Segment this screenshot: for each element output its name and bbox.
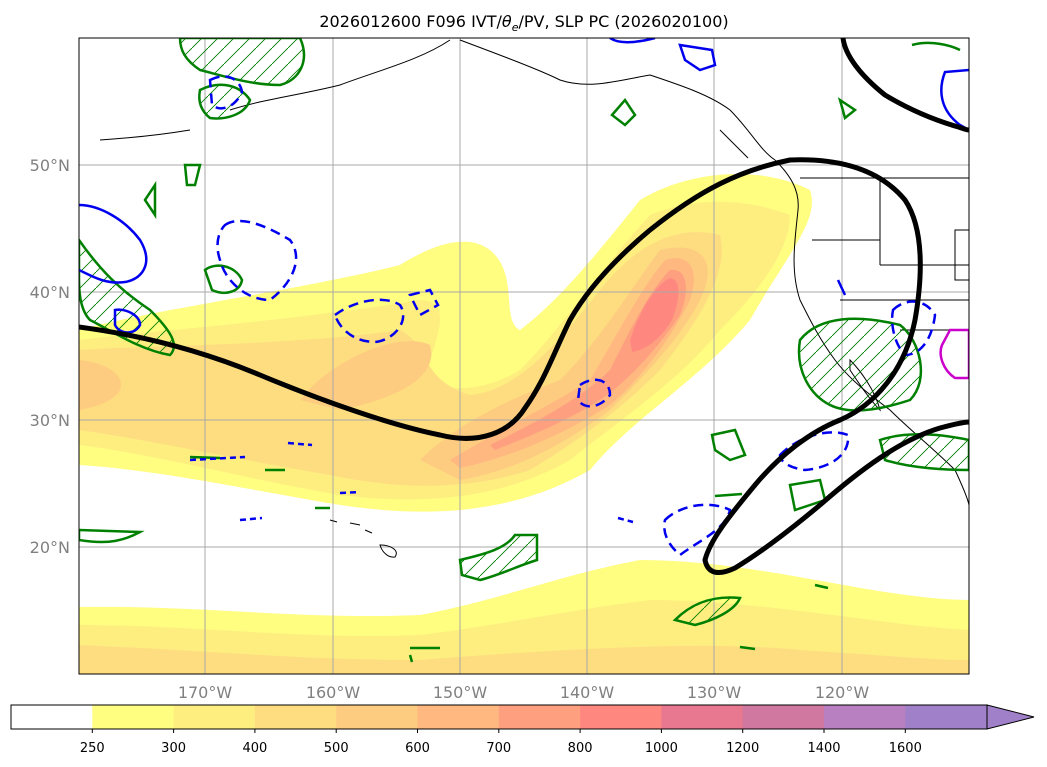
colorbar-tick-label: 1000 [645,741,678,756]
colorbar-segment [742,705,825,729]
map-area [79,38,969,674]
pv-solid-4 [940,68,969,132]
title-theta-subscript: e [512,21,519,34]
colorbar-tick-label: 250 [80,741,105,756]
ivt-fill [79,173,969,674]
colorbar-segment [417,705,500,729]
pv-dashed-8 [208,75,244,110]
title-prefix: 2026012600 F096 IVT/ [319,12,502,31]
theta-e-contour-11 [189,455,440,663]
colorbar-tick-label: 300 [161,741,186,756]
theta-e-contour-8 [79,528,145,544]
pv-dashed-3 [408,288,440,317]
colorbar-tick-label: 500 [324,741,349,756]
theta-e-region-nw-1 [178,38,306,87]
theta-e-contour-3 [203,264,244,294]
colorbar-segment [11,705,93,729]
ivt-band-600 [450,258,694,468]
figure-title: 2026012600 F096 IVT/θe/PV, SLP PC (20260… [319,12,728,34]
theta-e-region-west [79,237,176,357]
pv-dashed-7 [890,300,937,357]
lon-label-130w: 130°W [687,683,742,702]
magenta-contour [939,328,969,380]
slp-contour-north [840,38,969,133]
lon-label-120w: 120°W [815,683,870,702]
map-frame [78,37,970,675]
pv-solid-6 [836,279,847,296]
theta-e-contour-4 [610,97,637,127]
latitude-labels: 50°N 40°N 30°N 20°N [30,156,70,557]
longitude-labels: 170°W 160°W 150°W 140°W 130°W 120°W [178,683,870,702]
theta-e-contour-12 [739,583,829,651]
colorbar-tick-label: 1400 [807,741,840,756]
colorbar-ticks: 250 300 400 500 600 700 800 1000 1200 1400 1600 [80,729,922,756]
theta-e-contour-10 [714,492,743,498]
lon-label-150w: 150°W [433,683,488,702]
colorbar-segment [498,705,581,729]
ivt-south-400 [79,645,969,674]
theta-e-contour-6 [710,428,747,462]
slp-contours [79,38,969,575]
title-suffix: /PV, SLP PC (2026020100) [518,12,728,31]
theta-e-region-se [672,596,742,627]
pv-solid-3 [678,43,717,72]
queen-charlotte [719,129,749,159]
theta-e-region-nw-2 [198,83,252,120]
colorbar-segment [824,705,906,729]
colorbar-tick-label: 400 [242,741,267,756]
colorbar-tick-label: 600 [405,741,430,756]
colorbar-segment [92,705,175,729]
pv-dashed-4 [576,378,612,408]
hawaii [329,519,397,558]
theta-e-contour-2 [143,180,157,220]
pv-solid-2 [113,308,142,334]
colorbar-segment [336,705,418,729]
colorbar-segments [11,705,988,729]
pv-dashed-2 [333,298,405,344]
theta-e-contour-5 [837,97,858,121]
theta-e-region-east-pacific [797,317,923,412]
alaska-coast [99,39,776,161]
colorbar-tick-label: 800 [568,741,593,756]
ivt-band-800 [630,278,679,352]
title-theta: θ [502,12,512,31]
pv-solid-1 [79,203,148,284]
colorbar-extend-arrow [986,704,1035,730]
colorbar-tick-label: 1600 [889,741,922,756]
colorbar: 250 300 400 500 600 700 800 1000 1200 1400 1600 [10,704,1035,756]
pv-solid-5 [609,38,656,44]
colorbar-segment [905,705,988,729]
lon-label-160w: 160°W [306,683,361,702]
lat-label-30n: 30°N [30,411,70,430]
lat-label-50n: 50°N [30,156,70,175]
state-borders [812,178,969,331]
theta-e-region-south [458,533,539,582]
colorbar-tick-label: 1200 [726,741,759,756]
colorbar-segment [254,705,337,729]
colorbar-segment [661,705,744,729]
pv-contours [79,38,969,557]
colorbar-segment [580,705,662,729]
colorbar-tick-label: 700 [486,741,511,756]
colorbar-segment [173,705,256,729]
theta-e-contour-9 [911,41,961,52]
pv-dashed-9 [189,441,634,524]
lon-label-170w: 170°W [178,683,233,702]
pv-dashed-5 [663,503,732,557]
theta-e-contour-1 [183,163,202,187]
lat-label-20n: 20°N [30,538,70,557]
slp-contour-main [79,157,969,575]
lat-label-40n: 40°N [30,283,70,302]
lon-label-140w: 140°W [560,683,615,702]
theta-e-small-contours [79,41,961,663]
